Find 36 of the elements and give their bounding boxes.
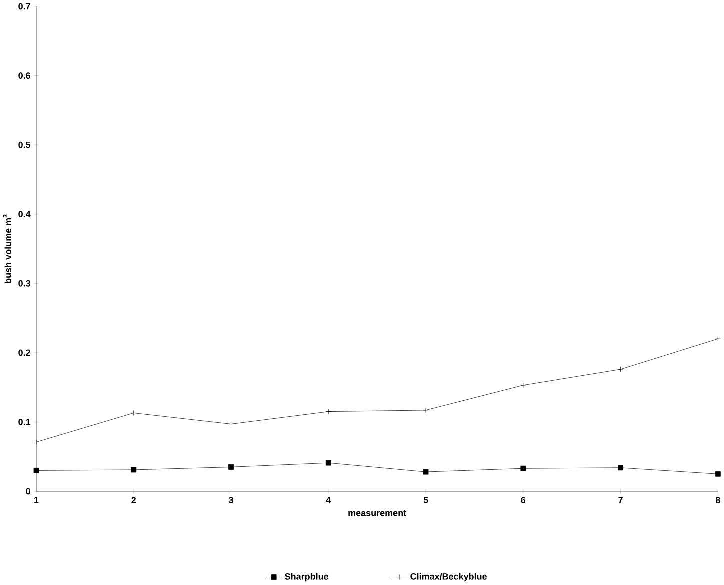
point — [618, 465, 624, 470]
y-tick-label: 0.4 — [18, 211, 31, 218]
point — [715, 336, 721, 342]
point — [34, 468, 40, 474]
point — [423, 469, 429, 475]
x-axis-title: measurement — [348, 510, 406, 516]
x-tick-label: 6 — [521, 496, 526, 504]
x-tick-label: 8 — [716, 496, 720, 504]
point — [131, 467, 137, 473]
point — [131, 410, 137, 416]
legend-label: Climax/Beckyblue — [410, 573, 488, 582]
point — [326, 460, 332, 466]
point — [715, 471, 721, 477]
x-tick-label: 5 — [424, 496, 428, 504]
point — [34, 439, 40, 445]
y-tick-label: 0.6 — [18, 72, 30, 79]
point — [520, 382, 526, 388]
point — [423, 408, 429, 413]
y-axis-title: bush volume m$^{3}$ — [3, 214, 12, 284]
point — [228, 421, 234, 427]
x-tick-label: 4 — [326, 496, 332, 504]
point — [618, 366, 624, 372]
x-tick-label: 3 — [228, 496, 234, 504]
y-tick-label: 0.7 — [18, 3, 30, 10]
point — [520, 466, 526, 472]
y-tick-label: 0.1 — [18, 418, 31, 426]
y-tick-label: 0 — [26, 488, 30, 495]
y-tick-label: 0.5 — [18, 142, 31, 148]
point — [326, 408, 332, 414]
y-tick-label: 0.2 — [18, 350, 30, 356]
x-tick-label: 7 — [618, 496, 623, 504]
legend-label: Sharpblue — [285, 573, 329, 582]
x-tick-label: 2 — [132, 496, 136, 504]
point — [228, 464, 234, 470]
y-tick-label: 0.3 — [18, 280, 30, 287]
x-tick-label: 1 — [34, 496, 39, 504]
